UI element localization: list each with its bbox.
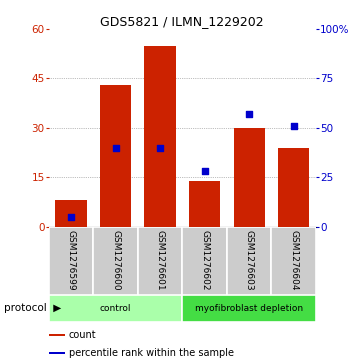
Bar	[49, 352, 65, 354]
Bar	[189, 180, 220, 227]
Bar	[278, 148, 309, 227]
Bar	[56, 200, 87, 227]
Bar	[144, 45, 175, 227]
Point	[113, 145, 118, 151]
Bar	[271, 227, 316, 294]
Text: myofibroblast depletion: myofibroblast depletion	[195, 304, 303, 313]
Point	[68, 214, 74, 220]
Bar	[182, 227, 227, 294]
Text: GSM1276600: GSM1276600	[111, 230, 120, 291]
Text: GSM1276602: GSM1276602	[200, 231, 209, 291]
Bar	[49, 294, 182, 322]
Bar	[49, 334, 65, 337]
Bar	[49, 227, 93, 294]
Bar	[100, 85, 131, 227]
Bar	[182, 294, 316, 322]
Text: percentile rank within the sample: percentile rank within the sample	[69, 348, 234, 358]
Point	[202, 168, 208, 174]
Text: GSM1276601: GSM1276601	[156, 230, 165, 291]
Text: control: control	[100, 304, 131, 313]
Bar	[227, 227, 271, 294]
Text: GSM1276599: GSM1276599	[66, 230, 75, 291]
Text: GSM1276604: GSM1276604	[289, 231, 298, 291]
Point	[157, 145, 163, 151]
Text: GSM1276603: GSM1276603	[245, 230, 253, 291]
Bar	[138, 227, 182, 294]
Point	[246, 111, 252, 117]
Bar	[234, 128, 265, 227]
Bar	[93, 227, 138, 294]
Text: protocol  ▶: protocol ▶	[4, 303, 61, 313]
Text: count: count	[69, 330, 96, 340]
Title: GDS5821 / ILMN_1229202: GDS5821 / ILMN_1229202	[100, 15, 264, 28]
Point	[291, 123, 296, 129]
